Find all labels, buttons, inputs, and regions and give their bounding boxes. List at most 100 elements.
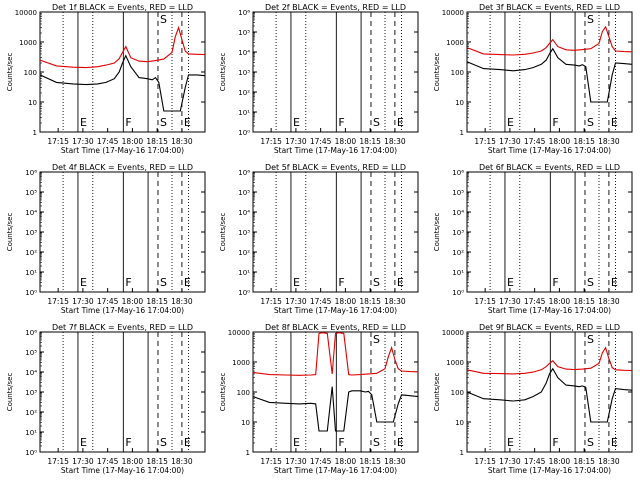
y-tick-label: 10⁰	[238, 129, 250, 137]
x-axis-label: Start Time (17-May-16 17:04:00)	[488, 466, 611, 475]
event-marker: S	[373, 436, 380, 449]
event-marker: S	[587, 276, 594, 289]
x-axis-label: Start Time (17-May-16 17:04:00)	[274, 466, 397, 475]
plot-frame	[39, 331, 206, 453]
x-tick-label: 17:30	[285, 457, 307, 466]
x-tick-label: 18:15	[573, 297, 595, 306]
plot-frame	[252, 171, 419, 293]
y-tick-label: 10⁶	[452, 169, 464, 177]
y-tick-label: 1000	[19, 39, 37, 47]
event-marker: E	[507, 116, 514, 129]
x-tick-label: 18:30	[171, 457, 193, 466]
x-tick-label: 18:30	[598, 137, 620, 146]
y-tick-label: 10⁶	[238, 9, 250, 17]
y-tick-label: 1	[460, 129, 464, 137]
y-tick-label: 10⁴	[238, 209, 250, 217]
plot-frame	[466, 11, 633, 133]
event-marker: S	[160, 116, 167, 129]
event-marker: S	[160, 436, 167, 449]
event-marker: S	[373, 276, 380, 289]
event-marker: E	[611, 116, 618, 129]
event-marker: F	[552, 116, 558, 129]
panel-det-9: Det 9f BLACK = Events, RED = LLDEEFFSSEE…	[433, 323, 633, 475]
x-tick-label: 18:00	[335, 457, 357, 466]
y-tick-label: 10	[455, 99, 464, 107]
x-tick-label: 18:30	[598, 297, 620, 306]
y-tick-label: 1000	[232, 359, 250, 367]
panel-det-5: Det 5f BLACK = Events, RED = LLDEEFFSSEE…	[219, 163, 419, 315]
y-tick-label: 10⁶	[25, 329, 37, 337]
event-marker: F	[125, 436, 131, 449]
panel-title: Det 8f BLACK = Events, RED = LLD	[265, 323, 406, 332]
y-tick-label: 10³	[238, 229, 250, 237]
y-axis-label: Counts/sec	[219, 213, 227, 252]
x-tick-label: 17:45	[97, 457, 119, 466]
series-line-events	[466, 47, 633, 103]
event-marker: E	[293, 116, 300, 129]
event-marker: E	[507, 276, 514, 289]
event-marker: F	[552, 436, 558, 449]
x-tick-label: 17:45	[524, 297, 546, 306]
event-marker: E	[80, 276, 87, 289]
y-tick-label: 10²	[25, 409, 37, 417]
x-tick-label: 18:30	[171, 297, 193, 306]
x-tick-label: 17:30	[72, 297, 94, 306]
y-tick-label: 1000	[446, 39, 464, 47]
x-tick-label: 18:15	[146, 297, 168, 306]
x-tick-label: 18:00	[549, 137, 571, 146]
event-marker: E	[397, 276, 404, 289]
series-line-events	[252, 386, 419, 432]
series-line-lld	[252, 332, 419, 376]
y-tick-label: 10³	[238, 69, 250, 77]
x-tick-label: 18:00	[335, 297, 357, 306]
y-tick-label: 10⁵	[25, 189, 37, 197]
plot-frame	[39, 11, 206, 133]
y-tick-label: 10³	[25, 389, 37, 397]
x-tick-label: 18:30	[171, 137, 193, 146]
y-tick-label: 10⁶	[238, 169, 250, 177]
event-marker-top: S	[587, 13, 594, 26]
x-tick-label: 17:45	[524, 457, 546, 466]
y-tick-label: 10³	[25, 229, 37, 237]
event-marker: E	[293, 436, 300, 449]
event-marker: F	[338, 436, 344, 449]
plot-frame	[466, 331, 633, 453]
y-tick-label: 1	[246, 449, 250, 457]
y-tick-label: 10⁵	[238, 189, 250, 197]
x-tick-label: 18:15	[146, 457, 168, 466]
event-marker: E	[397, 116, 404, 129]
event-marker: F	[338, 276, 344, 289]
event-marker: F	[125, 276, 131, 289]
y-tick-label: 10⁴	[452, 209, 464, 217]
x-tick-label: 17:45	[310, 137, 332, 146]
x-tick-label: 18:00	[122, 457, 144, 466]
panel-det-2: Det 2f BLACK = Events, RED = LLDEEFFSSEE…	[219, 3, 419, 155]
y-axis-label: Counts/sec	[6, 53, 14, 92]
x-tick-label: 18:30	[384, 137, 406, 146]
y-tick-label: 10¹	[25, 429, 37, 437]
event-marker: E	[397, 436, 404, 449]
y-tick-label: 100	[451, 389, 464, 397]
event-marker-top: S	[587, 333, 594, 346]
x-tick-label: 17:15	[47, 457, 69, 466]
x-tick-label: 17:45	[310, 297, 332, 306]
x-tick-label: 18:30	[384, 457, 406, 466]
x-tick-label: 18:15	[359, 137, 381, 146]
panel-det-6: Det 6f BLACK = Events, RED = LLDEEFFSSEE…	[433, 163, 633, 315]
x-tick-label: 17:15	[474, 457, 496, 466]
x-axis-label: Start Time (17-May-16 17:04:00)	[488, 306, 611, 315]
y-tick-label: 10¹	[238, 269, 250, 277]
y-tick-label: 1	[460, 449, 464, 457]
panel-title: Det 7f BLACK = Events, RED = LLD	[52, 323, 193, 332]
plot-frame	[252, 331, 419, 453]
event-marker: E	[184, 436, 191, 449]
x-tick-label: 17:30	[499, 297, 521, 306]
y-tick-label: 10⁴	[25, 209, 37, 217]
x-tick-label: 17:30	[72, 137, 94, 146]
series-line-events	[466, 367, 633, 423]
x-tick-label: 18:15	[146, 137, 168, 146]
panel-det-8: Det 8f BLACK = Events, RED = LLDEEFFSSEE…	[219, 323, 419, 475]
x-tick-label: 17:45	[97, 137, 119, 146]
series-line-lld	[466, 346, 633, 375]
